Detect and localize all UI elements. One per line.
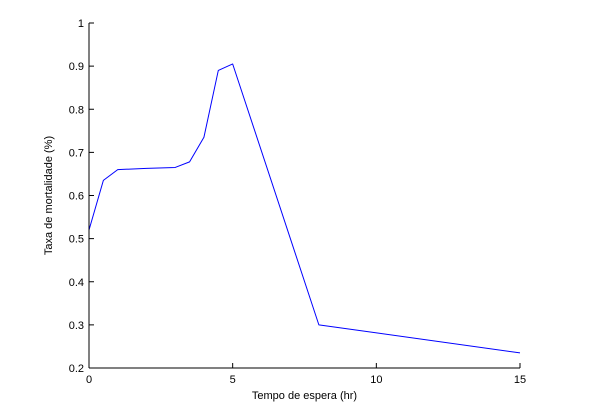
y-axis-label: Taxa de mortalidade (%) [43,136,55,255]
x-axis-label: Tempo de espera (hr) [252,390,357,402]
x-tick-label: 10 [370,374,382,386]
y-tick-label: 0.2 [69,363,84,375]
x-tick-label: 0 [86,374,92,386]
y-tick-label: 0.4 [69,277,84,289]
x-tick-label: 5 [230,374,236,386]
y-tick-label: 0.8 [69,104,84,116]
y-tick-label: 0.9 [69,61,84,73]
y-tick-label: 0.3 [69,320,84,332]
y-tick-label: 0.6 [69,191,84,203]
x-tick-label: 15 [514,374,526,386]
axes: 0 5 10 15 0.2 0.3 0.4 0.5 0.6 0.7 0.8 0.9 1 [69,18,526,386]
plot-area [88,63,521,354]
y-tick-label: 0.5 [69,234,84,246]
series-line [88,63,521,354]
y-tick-label: 0.7 [69,147,84,159]
y-tick-label: 1 [78,18,84,30]
